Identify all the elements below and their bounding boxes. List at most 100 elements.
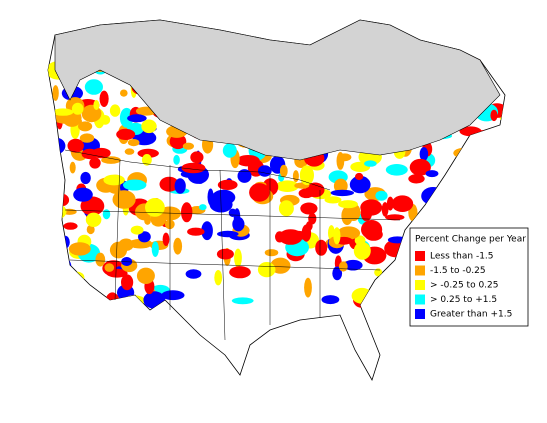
legend-label: -1.5 to -0.25 xyxy=(430,266,486,276)
blob xyxy=(381,202,389,217)
blob xyxy=(48,137,66,155)
blob xyxy=(190,151,204,164)
blob xyxy=(80,171,91,185)
blob xyxy=(69,161,76,174)
blob xyxy=(257,165,272,177)
blob xyxy=(364,160,377,167)
blob xyxy=(151,241,159,257)
legend-swatch xyxy=(415,294,425,305)
blob xyxy=(104,263,115,272)
blob xyxy=(278,229,303,245)
blob xyxy=(50,282,60,299)
blob xyxy=(123,179,147,191)
legend: Percent Change per Year Less than -1.5 -1… xyxy=(409,227,529,327)
blob xyxy=(408,174,425,184)
blob xyxy=(95,252,106,267)
blob xyxy=(231,297,254,305)
blob xyxy=(63,222,78,230)
blob xyxy=(169,133,187,150)
blob xyxy=(454,212,473,223)
blob xyxy=(48,282,69,294)
blob xyxy=(480,165,499,176)
blob xyxy=(99,90,109,108)
blob xyxy=(321,295,340,305)
blob xyxy=(456,170,472,177)
blob xyxy=(52,108,74,116)
blob xyxy=(127,114,147,123)
blob xyxy=(374,268,383,277)
blob xyxy=(341,206,353,226)
blob xyxy=(214,270,223,286)
blob xyxy=(84,79,103,95)
blob xyxy=(121,257,133,266)
blob xyxy=(86,224,95,235)
blob xyxy=(275,180,299,192)
blob xyxy=(375,190,388,201)
blob xyxy=(51,256,72,276)
blob xyxy=(145,198,165,217)
blob xyxy=(332,266,343,281)
blob xyxy=(121,274,134,291)
blob xyxy=(187,227,205,236)
blob xyxy=(465,209,475,230)
blob xyxy=(127,139,140,147)
blob xyxy=(336,152,345,170)
legend-label: Less than -1.5 xyxy=(430,252,494,262)
blob xyxy=(447,169,463,180)
blob xyxy=(159,176,179,192)
blob xyxy=(355,172,364,181)
blob xyxy=(279,164,288,178)
legend-label: > -0.25 to 0.25 xyxy=(430,281,498,291)
blob xyxy=(257,262,276,278)
legend-label: Greater than +1.5 xyxy=(430,310,512,320)
blob xyxy=(63,117,82,126)
blob xyxy=(236,155,260,167)
blob xyxy=(490,109,498,122)
blob xyxy=(143,291,166,309)
blob xyxy=(421,187,445,205)
blob xyxy=(53,193,70,207)
blob xyxy=(489,207,505,217)
blob xyxy=(48,292,67,311)
blob xyxy=(391,195,414,212)
blob xyxy=(52,278,77,292)
blob xyxy=(173,237,183,255)
blob xyxy=(141,154,152,166)
blob xyxy=(185,269,202,279)
blob xyxy=(278,200,294,217)
blob xyxy=(337,226,361,240)
blob xyxy=(79,133,95,143)
blob xyxy=(182,142,194,150)
blob xyxy=(385,164,408,176)
blob xyxy=(343,259,363,271)
blob xyxy=(300,202,318,215)
blob xyxy=(305,221,313,231)
blob xyxy=(217,230,239,238)
blob xyxy=(52,85,59,101)
blob xyxy=(333,227,341,245)
blob xyxy=(112,190,136,209)
legend-swatch xyxy=(415,251,425,261)
blob xyxy=(298,188,314,199)
blob xyxy=(136,267,155,284)
blob xyxy=(459,149,467,158)
blob xyxy=(181,162,206,174)
blob xyxy=(181,202,193,223)
blob xyxy=(85,212,102,227)
blob xyxy=(93,100,100,110)
blob xyxy=(229,266,251,279)
blob xyxy=(102,209,111,220)
blob xyxy=(361,220,383,239)
blob xyxy=(120,89,128,97)
blob xyxy=(137,148,159,158)
blob xyxy=(161,290,185,301)
blob xyxy=(73,187,93,202)
blob xyxy=(385,214,405,221)
blob xyxy=(109,104,121,117)
blob xyxy=(101,156,121,164)
blob xyxy=(130,225,144,235)
blob xyxy=(216,248,234,260)
blob xyxy=(234,248,242,268)
blob xyxy=(217,179,238,190)
blob xyxy=(81,148,99,160)
